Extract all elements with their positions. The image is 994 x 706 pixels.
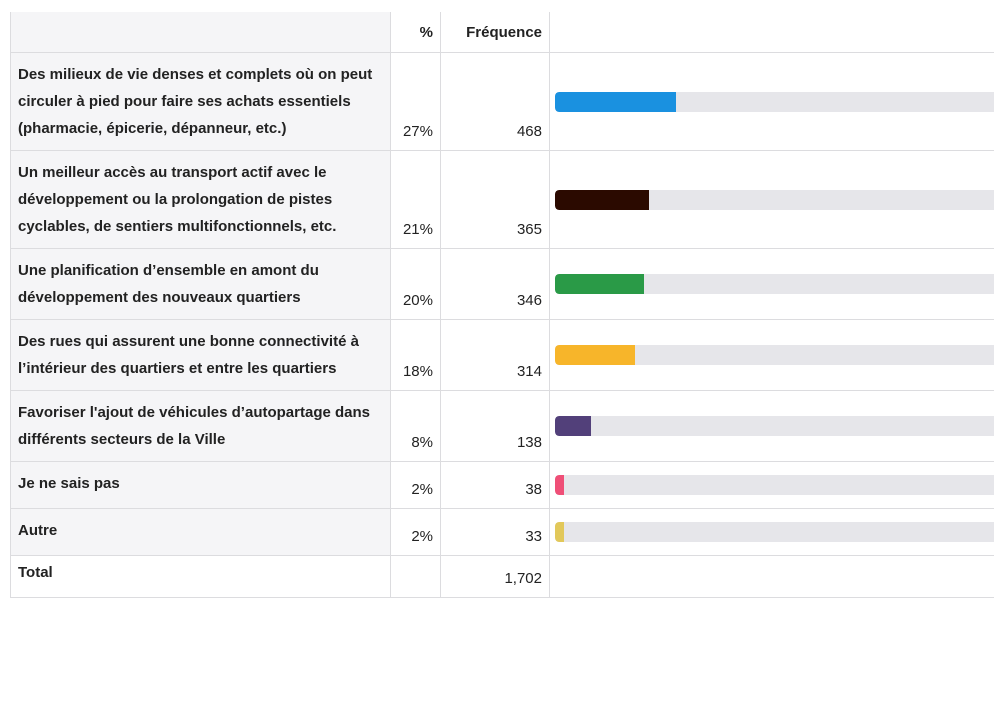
bar-track [555,91,994,112]
result-row: Une planification d’ensemble en amont du… [10,248,994,320]
bar-cell [549,52,994,151]
bar [555,475,564,495]
bar-track [555,345,994,365]
bar-track [555,475,994,495]
option-label: Favoriser l'ajout de véhicules d’autopar… [10,390,391,462]
result-row: Je ne sais pas 2% 38 [10,461,994,509]
bar [555,345,636,365]
bar [555,91,676,112]
total-bar-cell [549,555,994,598]
option-label: Une planification d’ensemble en amont du… [10,248,391,320]
percent: 8% [390,390,441,462]
frequency: 33 [440,508,550,556]
percent: 18% [390,319,441,391]
result-row: Des rues qui assurent une bonne connecti… [10,319,994,391]
bar-cell [549,319,994,391]
header-cell [10,12,391,53]
option-label: Des rues qui assurent une bonne connecti… [10,319,391,391]
frequency: 346 [440,248,550,320]
total-frequency: 1,702 [440,555,550,598]
bar-track [555,522,994,542]
frequency: 38 [440,461,550,509]
total-percent [390,555,441,598]
header-cell [549,12,994,53]
percent: 2% [390,508,441,556]
bar [555,416,591,436]
bar-cell [549,461,994,509]
header-cell: Fréquence [440,12,550,53]
result-row: Des milieux de vie denses et complets où… [10,52,994,151]
results-table: % Fréquence Des milieux de vie denses et… [10,12,994,598]
result-row: Un meilleur accès au transport actif ave… [10,150,994,249]
option-label: Un meilleur accès au transport actif ave… [10,150,391,249]
percent: 27% [390,52,441,151]
percent: 2% [390,461,441,509]
bar-cell [549,390,994,462]
frequency: 468 [440,52,550,151]
option-label: Autre [10,508,391,556]
bar-track [555,416,994,436]
frequency: 365 [440,150,550,249]
bar-track [555,189,994,210]
option-label: Je ne sais pas [10,461,391,509]
percent: 21% [390,150,441,249]
bar-cell [549,248,994,320]
bar-cell [549,150,994,249]
result-row: Favoriser l'ajout de véhicules d’autopar… [10,390,994,462]
results: % Fréquence Des milieux de vie denses et… [10,12,994,598]
frequency: 138 [440,390,550,462]
total-label: Total [10,555,391,598]
header-row: % Fréquence [10,12,994,53]
total-row: Total 1,702 [10,555,994,598]
bar [555,522,564,542]
bar-cell [549,508,994,556]
option-label: Des milieux de vie denses et complets où… [10,52,391,151]
bar [555,274,645,294]
bar-track [555,274,994,294]
result-row: Autre 2% 33 [10,508,994,556]
header-cell: % [390,12,441,53]
frequency: 314 [440,319,550,391]
bar [555,189,649,210]
table-body: Des milieux de vie denses et complets où… [10,52,994,598]
percent: 20% [390,248,441,320]
